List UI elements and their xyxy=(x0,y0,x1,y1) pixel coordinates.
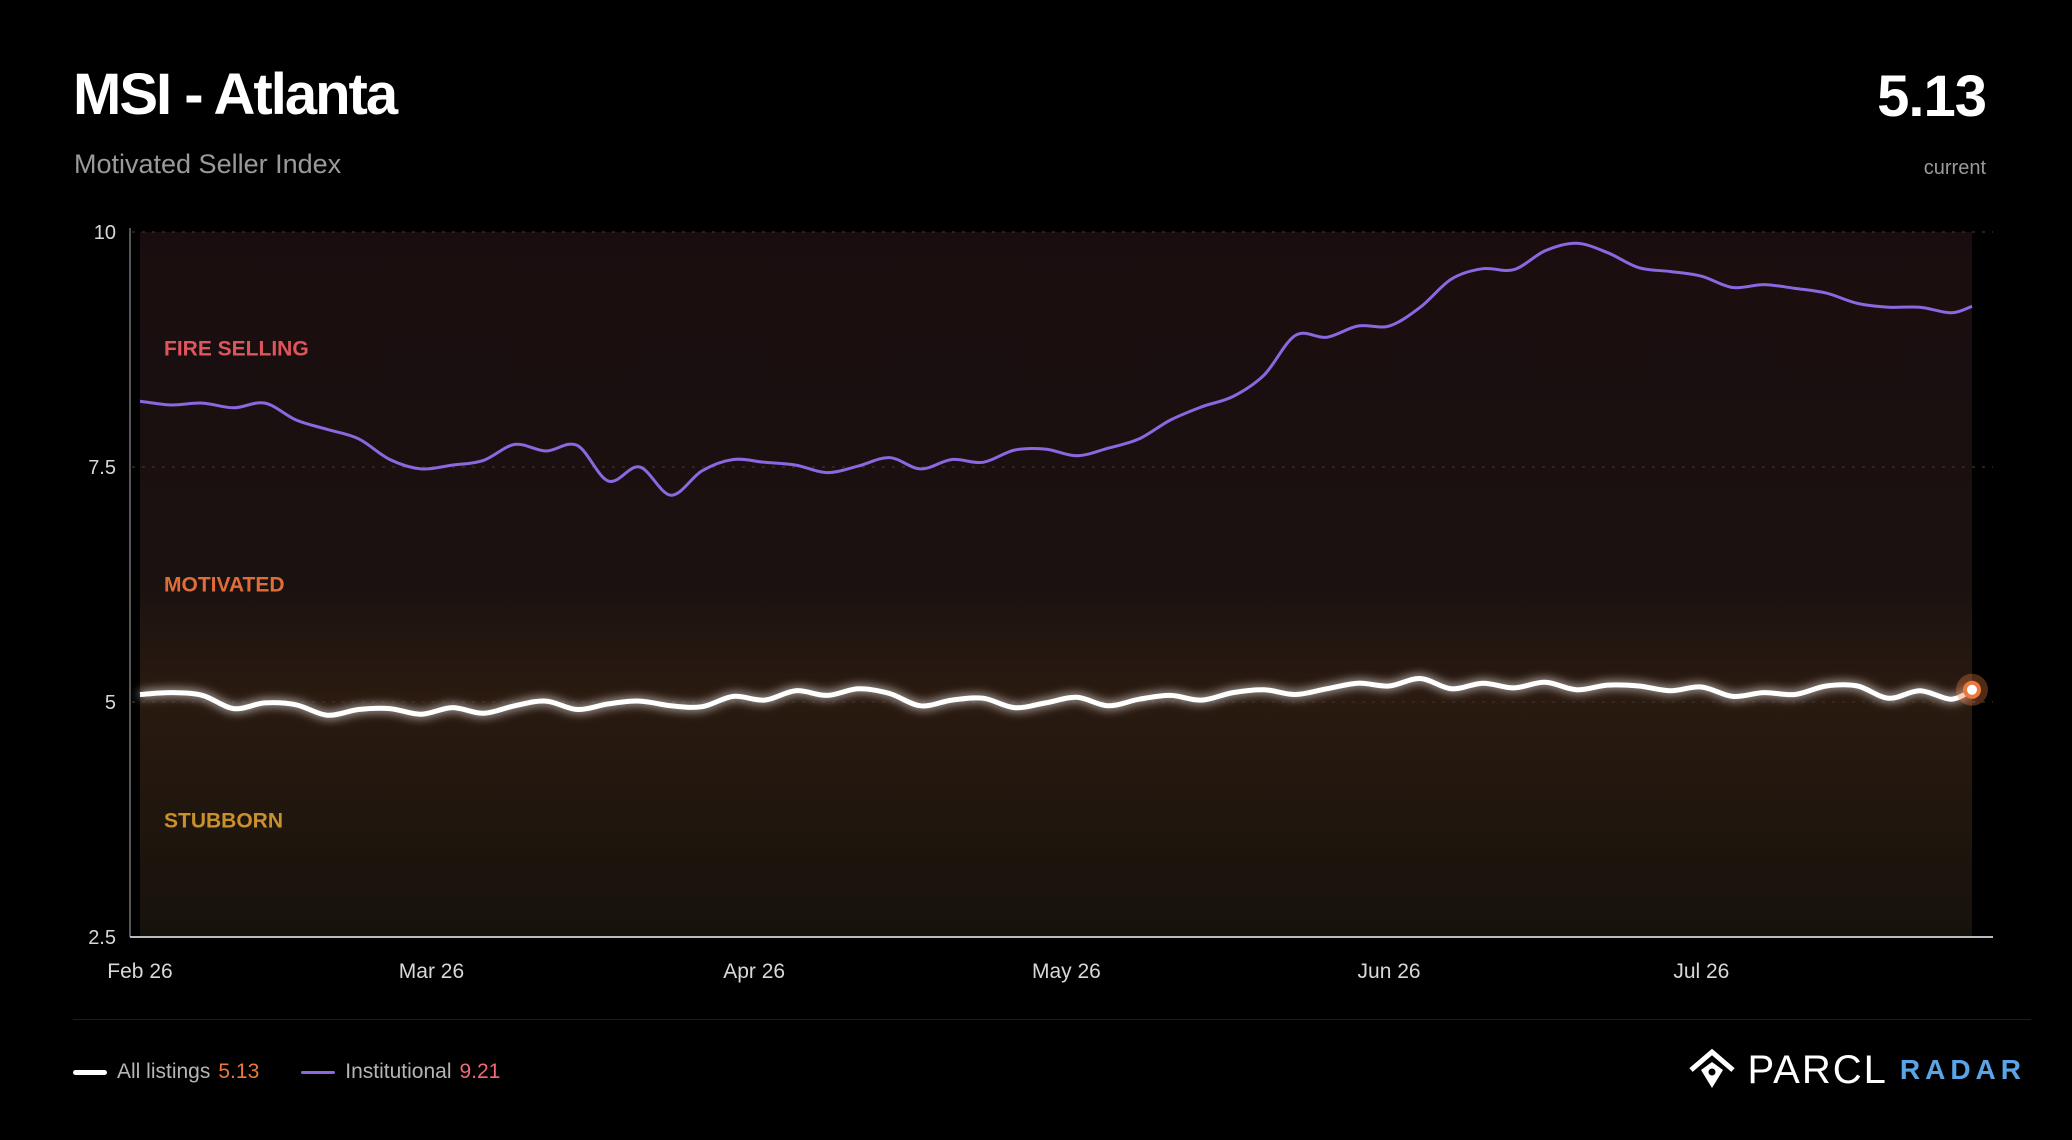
y-tick-label: 5 xyxy=(105,692,116,714)
legend-item-all-listings[interactable]: All listings 5.13 xyxy=(73,1060,259,1084)
y-tick-label: 10 xyxy=(94,222,116,244)
y-tick-label: 2.5 xyxy=(88,927,116,949)
current-value: 5.13 xyxy=(1877,64,1987,129)
zone-label: STUBBORN xyxy=(164,809,283,832)
parcl-radar-logo: PARCL RADAR xyxy=(1687,1048,2026,1092)
brand-sub: RADAR xyxy=(1899,1054,2026,1085)
series-layer xyxy=(139,241,1988,718)
footer-divider xyxy=(73,1019,2031,1020)
zone-label: MOTIVATED xyxy=(164,574,285,597)
x-tick-label: Apr 26 xyxy=(723,960,785,983)
x-tick-label: Jun 26 xyxy=(1358,960,1421,983)
zone-labels: FIRE SELLING MOTIVATED STUBBORN xyxy=(164,338,309,833)
plot-background xyxy=(140,232,1972,937)
chart-subtitle: Motivated Seller Index xyxy=(74,149,342,179)
x-tick-label: Mar 26 xyxy=(399,960,464,983)
legend-label-institutional: Institutional xyxy=(345,1060,452,1083)
legend-value-all-listings: 5.13 xyxy=(218,1060,260,1083)
legend-label-all-listings: All listings xyxy=(117,1060,211,1083)
current-label: current xyxy=(1923,157,1986,179)
legend-item-institutional[interactable]: Institutional 9.21 xyxy=(301,1060,500,1084)
plot-area xyxy=(140,232,1972,937)
series-line-all-listings xyxy=(139,676,1974,718)
house-pin-icon xyxy=(1689,1048,1736,1088)
institutional-swatch xyxy=(301,1070,336,1074)
brand-name: PARCL xyxy=(1747,1048,1888,1092)
chart-title: MSI - Atlanta xyxy=(73,62,398,127)
chart-legend: All listings 5.13 Institutional 9.21 xyxy=(73,1060,542,1084)
chart-axes: 10 7.5 5 2.5 Feb 26 Mar 26 Apr 26 May 26 Jun 26 J… xyxy=(88,222,1993,983)
x-tick-label: Feb 26 xyxy=(107,960,172,983)
x-tick-label: Jul 26 xyxy=(1673,960,1729,983)
x-tick-label: May 26 xyxy=(1032,960,1101,983)
series-line-institutional xyxy=(139,241,1973,497)
all-listings-swatch xyxy=(73,1069,107,1075)
legend-value-institutional: 9.21 xyxy=(459,1060,501,1083)
y-tick-label: 7.5 xyxy=(88,457,116,479)
current-point-marker xyxy=(1967,684,1977,695)
zone-label: FIRE SELLING xyxy=(164,338,309,361)
